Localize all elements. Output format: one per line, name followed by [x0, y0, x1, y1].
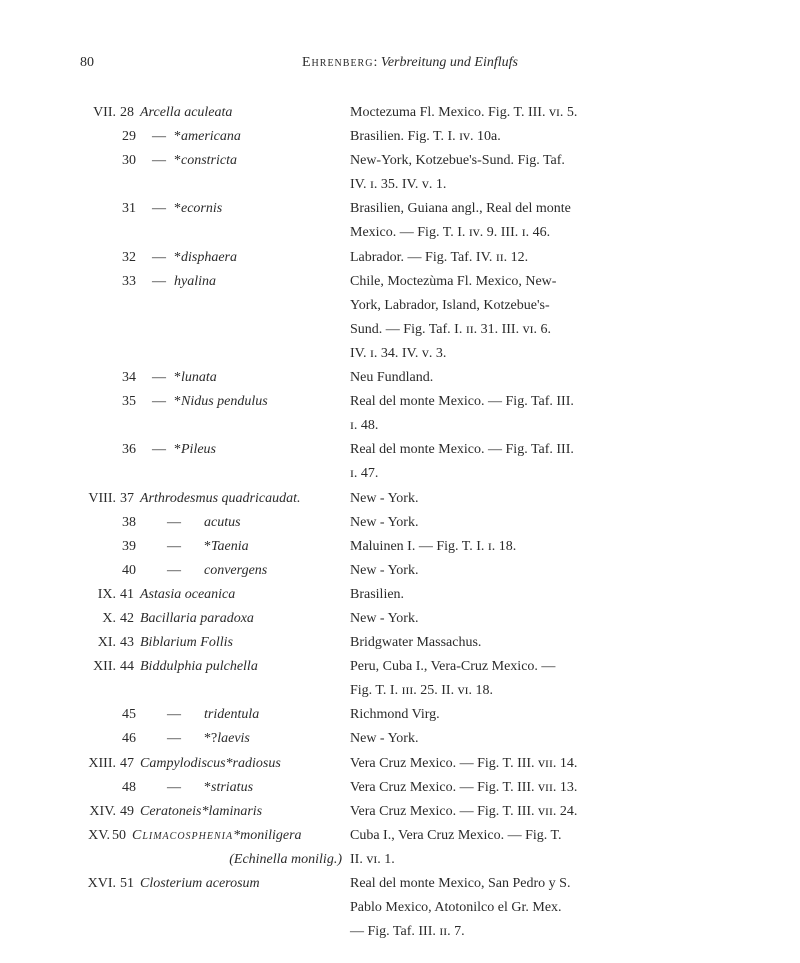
- content-area: VII.28Arcella aculeataMoctezuma Fl. Mexi…: [80, 101, 740, 943]
- entry-left: 32—*disphaera: [80, 246, 350, 269]
- entry-row: XII.44Biddulphia pulchellaPeru, Cuba I.,…: [80, 655, 740, 678]
- entry-row: IV. ɪ. 35. IV. ᴠ. 1.: [80, 173, 740, 196]
- entry-row: (Echinella monilig.) II. ᴠɪ. 1.: [80, 848, 740, 871]
- entry-row: Pablo Mexico, Atotonilco el Gr. Mex.: [80, 896, 740, 919]
- entry-left: 38—acutus: [80, 511, 350, 534]
- entry-left: 45—tridentula: [80, 703, 350, 726]
- entry-row: Fig. T. I. ɪɪɪ. 25. II. ᴠɪ. 18.: [80, 679, 740, 702]
- entry-left: XIII.47Campylodiscus*radiosus: [80, 752, 350, 775]
- entry-row: IX.41Astasia oceanicaBrasilien.: [80, 583, 740, 606]
- entry-row: 29—*americanaBrasilien. Fig. T. I. ɪᴠ. 1…: [80, 125, 740, 148]
- entry-row: — Fig. Taf. III. ɪɪ. 7.: [80, 920, 740, 943]
- entry-row: ɪ. 47.: [80, 462, 740, 485]
- entry-description: Brasilien.: [350, 583, 740, 606]
- entry-description: Neu Fundland.: [350, 366, 740, 389]
- entry-row: 36—*PileusReal del monte Mexico. — Fig. …: [80, 438, 740, 461]
- entry-continuation: Fig. T. I. ɪɪɪ. 25. II. ᴠɪ. 18.: [350, 679, 740, 702]
- entry-left: XV.50Climacosphenia*moniligera: [80, 824, 350, 847]
- entry-description: Real del monte Mexico, San Pedro y S.: [350, 872, 740, 895]
- entry-row: XVI.51Closterium acerosumReal del monte …: [80, 872, 740, 895]
- entry-continuation: York, Labrador, Island, Kotzebue's-: [350, 294, 740, 317]
- entry-row: IV. ɪ. 34. IV. ᴠ. 3.: [80, 342, 740, 365]
- entry-row: 40—convergensNew - York.: [80, 559, 740, 582]
- entry-row: 45—tridentulaRichmond Virg.: [80, 703, 740, 726]
- entry-left: IX.41Astasia oceanica: [80, 583, 350, 606]
- entry-left: XII.44Biddulphia pulchella: [80, 655, 350, 678]
- entry-left: 46—*?laevis: [80, 727, 350, 750]
- entry-description: Chile, Moctezùma Fl. Mexico, New-: [350, 270, 740, 293]
- entry-row: XIII.47Campylodiscus*radiosusVera Cruz M…: [80, 752, 740, 775]
- entry-continuation: — Fig. Taf. III. ɪɪ. 7.: [350, 920, 740, 943]
- page-number: 80: [80, 55, 94, 71]
- entry-row: XV.50Climacosphenia*moniligeraCuba I., V…: [80, 824, 740, 847]
- page-header: Ehrenberg: Verbreitung und Einflufs: [80, 55, 740, 71]
- entry-row: 32—*disphaeraLabrador. — Fig. Taf. IV. ɪ…: [80, 246, 740, 269]
- entry-description: Real del monte Mexico. — Fig. Taf. III.: [350, 390, 740, 413]
- entry-row: 30—*constrictaNew-York, Kotzebue's-Sund.…: [80, 149, 740, 172]
- entry-left: 39—*Taenia: [80, 535, 350, 558]
- entry-left: VIII.37Arthrodesmus quadricaudat.: [80, 487, 350, 510]
- entry-row: 48—*striatusVera Cruz Mexico. — Fig. T. …: [80, 776, 740, 799]
- entry-description: Brasilien. Fig. T. I. ɪᴠ. 10a.: [350, 125, 740, 148]
- entry-continuation: Sund. — Fig. Taf. I. ɪɪ. 31. III. ᴠɪ. 6.: [350, 318, 740, 341]
- entry-row: York, Labrador, Island, Kotzebue's-: [80, 294, 740, 317]
- entry-row: 38—acutusNew - York.: [80, 511, 740, 534]
- entry-description: Peru, Cuba I., Vera-Cruz Mexico. —: [350, 655, 740, 678]
- entry-left: VII.28Arcella aculeata: [80, 101, 350, 124]
- entry-left: X.42Bacillaria paradoxa: [80, 607, 350, 630]
- entry-left: 31—*ecornis: [80, 197, 350, 220]
- entry-continuation: Mexico. — Fig. T. I. ɪᴠ. 9. III. ɪ. 46.: [350, 221, 740, 244]
- entry-row: Sund. — Fig. Taf. I. ɪɪ. 31. III. ᴠɪ. 6.: [80, 318, 740, 341]
- entry-description: Vera Cruz Mexico. — Fig. T. III. ᴠɪɪ. 24…: [350, 800, 740, 823]
- entry-description: Maluinen I. — Fig. T. I. ɪ. 18.: [350, 535, 740, 558]
- entry-description: New - York.: [350, 607, 740, 630]
- entry-left: XIV.49Ceratoneis*laminaris: [80, 800, 350, 823]
- entry-continuation: ɪ. 47.: [350, 462, 740, 485]
- entry-description: Cuba I., Vera Cruz Mexico. — Fig. T.: [350, 824, 740, 847]
- entry-continuation: ɪ. 48.: [350, 414, 740, 437]
- header-title: Verbreitung und Einflufs: [381, 55, 518, 70]
- entry-row: XI.43Biblarium FollisBridgwater Massachu…: [80, 631, 740, 654]
- entry-description: Richmond Virg.: [350, 703, 740, 726]
- entry-description: Moctezuma Fl. Mexico. Fig. T. III. ᴠɪ. 5…: [350, 101, 740, 124]
- entry-row: 33—hyalinaChile, Moctezùma Fl. Mexico, N…: [80, 270, 740, 293]
- entry-continuation: IV. ɪ. 35. IV. ᴠ. 1.: [350, 173, 740, 196]
- entry-description: Real del monte Mexico. — Fig. Taf. III.: [350, 438, 740, 461]
- entry-left: XI.43Biblarium Follis: [80, 631, 350, 654]
- entry-row: Mexico. — Fig. T. I. ɪᴠ. 9. III. ɪ. 46.: [80, 221, 740, 244]
- entry-left: 48—*striatus: [80, 776, 350, 799]
- header-author: Ehrenberg: [302, 55, 373, 70]
- entry-row: ɪ. 48.: [80, 414, 740, 437]
- entry-description: New - York.: [350, 559, 740, 582]
- entry-description: New - York.: [350, 511, 740, 534]
- entry-continuation: IV. ɪ. 34. IV. ᴠ. 3.: [350, 342, 740, 365]
- entry-left: 33—hyalina: [80, 270, 350, 293]
- entry-row: VII.28Arcella aculeataMoctezuma Fl. Mexi…: [80, 101, 740, 124]
- entry-row: VIII.37Arthrodesmus quadricaudat.New - Y…: [80, 487, 740, 510]
- entry-row: XIV.49Ceratoneis*laminarisVera Cruz Mexi…: [80, 800, 740, 823]
- entry-left: 34—*lunata: [80, 366, 350, 389]
- entry-row: 46—*?laevisNew - York.: [80, 727, 740, 750]
- entry-row: 35—*Nidus pendulusReal del monte Mexico.…: [80, 390, 740, 413]
- entry-left: 30—*constricta: [80, 149, 350, 172]
- entry-left: 35—*Nidus pendulus: [80, 390, 350, 413]
- entry-row: 39—*TaeniaMaluinen I. — Fig. T. I. ɪ. 18…: [80, 535, 740, 558]
- entry-left: XVI.51Closterium acerosum: [80, 872, 350, 895]
- entry-continuation: Pablo Mexico, Atotonilco el Gr. Mex.: [350, 896, 740, 919]
- entry-description: Labrador. — Fig. Taf. IV. ɪɪ. 12.: [350, 246, 740, 269]
- entry-left: 40—convergens: [80, 559, 350, 582]
- entry-description: Vera Cruz Mexico. — Fig. T. III. ᴠɪɪ. 14…: [350, 752, 740, 775]
- entry-description: Brasilien, Guiana angl., Real del monte: [350, 197, 740, 220]
- entry-row: 31—*ecornisBrasilien, Guiana angl., Real…: [80, 197, 740, 220]
- entry-description: Bridgwater Massachus.: [350, 631, 740, 654]
- entry-left: 36—*Pileus: [80, 438, 350, 461]
- entry-description: New - York.: [350, 727, 740, 750]
- entry-row: 34—*lunataNeu Fundland.: [80, 366, 740, 389]
- entry-description: New-York, Kotzebue's-Sund. Fig. Taf.: [350, 149, 740, 172]
- entry-description: Vera Cruz Mexico. — Fig. T. III. ᴠɪɪ. 13…: [350, 776, 740, 799]
- entry-left: 29—*americana: [80, 125, 350, 148]
- entry-description: New - York.: [350, 487, 740, 510]
- entry-row: X.42Bacillaria paradoxaNew - York.: [80, 607, 740, 630]
